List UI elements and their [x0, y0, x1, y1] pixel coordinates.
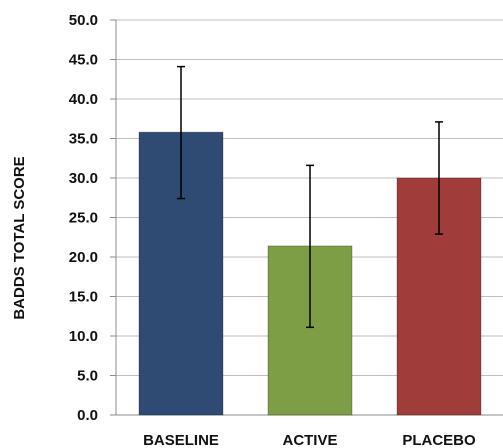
y-tick-label: 30.0 — [69, 170, 98, 187]
y-tick-label: 40.0 — [69, 91, 98, 108]
y-tick-label: 5.0 — [77, 368, 98, 385]
y-tick-label: 25.0 — [69, 210, 98, 227]
y-axis-title: BADDS TOTAL SCORE — [11, 156, 28, 319]
x-category-label: ACTIVE — [282, 432, 337, 448]
y-tick-label: 35.0 — [69, 131, 98, 148]
y-tick-label: 15.0 — [69, 289, 98, 306]
error-bars — [177, 65, 443, 329]
y-tick-label: 50.0 — [69, 12, 98, 29]
x-category-label: BASELINE — [143, 432, 219, 448]
y-tick-labels: 0.0 5.0 10.0 15.0 20.0 25.0 30.0 35.0 40.0 45.0 50… — [69, 12, 98, 424]
y-tick-label: 0.0 — [77, 407, 98, 424]
x-category-labels: BASELINE ACTIVE PLACEBO — [143, 432, 476, 448]
y-tick-label: 10.0 — [69, 328, 98, 345]
y-tick-label: 45.0 — [69, 52, 98, 69]
x-category-label: PLACEBO — [402, 432, 476, 448]
y-tick-label: 20.0 — [69, 249, 98, 266]
